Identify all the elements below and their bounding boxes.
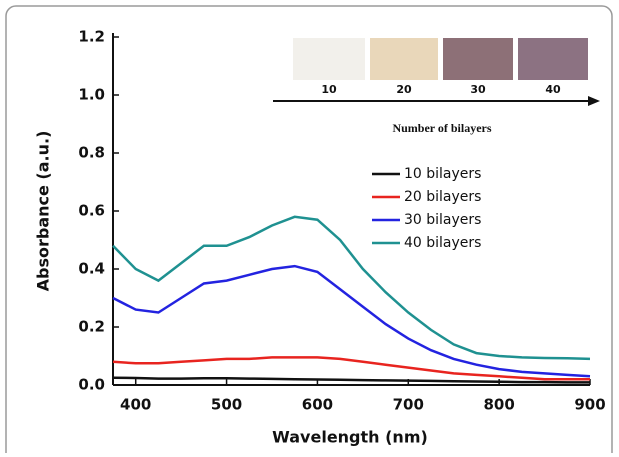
series-line — [112, 376, 590, 384]
series-line — [112, 356, 590, 381]
inset-arrowhead — [588, 96, 600, 106]
sample-photo — [293, 38, 365, 80]
x-tick-label: 700 — [393, 396, 424, 414]
inset-label: 20 — [396, 83, 412, 96]
series-line — [112, 264, 591, 378]
x-tick-label: 900 — [574, 396, 605, 414]
y-tick-label: 0.6 — [78, 202, 105, 220]
inset-label: 10 — [321, 83, 337, 96]
y-axis-label: Absorbance (a.u.) — [34, 131, 53, 292]
x-tick-label: 600 — [302, 396, 333, 414]
x-tick-label: 500 — [211, 396, 242, 414]
frame — [5, 5, 613, 457]
y-tick-label: 0.0 — [78, 376, 105, 394]
x-tick-label: 400 — [120, 396, 151, 414]
sample-photo — [443, 38, 513, 80]
y-tick-label: 0.8 — [78, 144, 105, 162]
legend-label: 10 bilayers — [404, 166, 481, 182]
sample-photo — [518, 38, 588, 80]
y-tick-label: 1.0 — [78, 86, 105, 104]
sample-photo — [370, 38, 438, 80]
y-tick-label: 1.2 — [78, 28, 105, 46]
legend-label: 30 bilayers — [404, 212, 481, 228]
inset-label: 30 — [470, 83, 486, 96]
x-axis-label: Wavelength (nm) — [272, 428, 428, 447]
inset-title: Number of bilayers — [392, 121, 491, 135]
inset-label: 40 — [545, 83, 561, 96]
x-tick-label: 800 — [483, 396, 514, 414]
legend-label: 20 bilayers — [404, 189, 481, 205]
legend-label: 40 bilayers — [404, 235, 481, 251]
y-tick-label: 0.2 — [78, 318, 105, 336]
y-tick-label: 0.4 — [78, 260, 105, 278]
series-line — [112, 215, 591, 361]
